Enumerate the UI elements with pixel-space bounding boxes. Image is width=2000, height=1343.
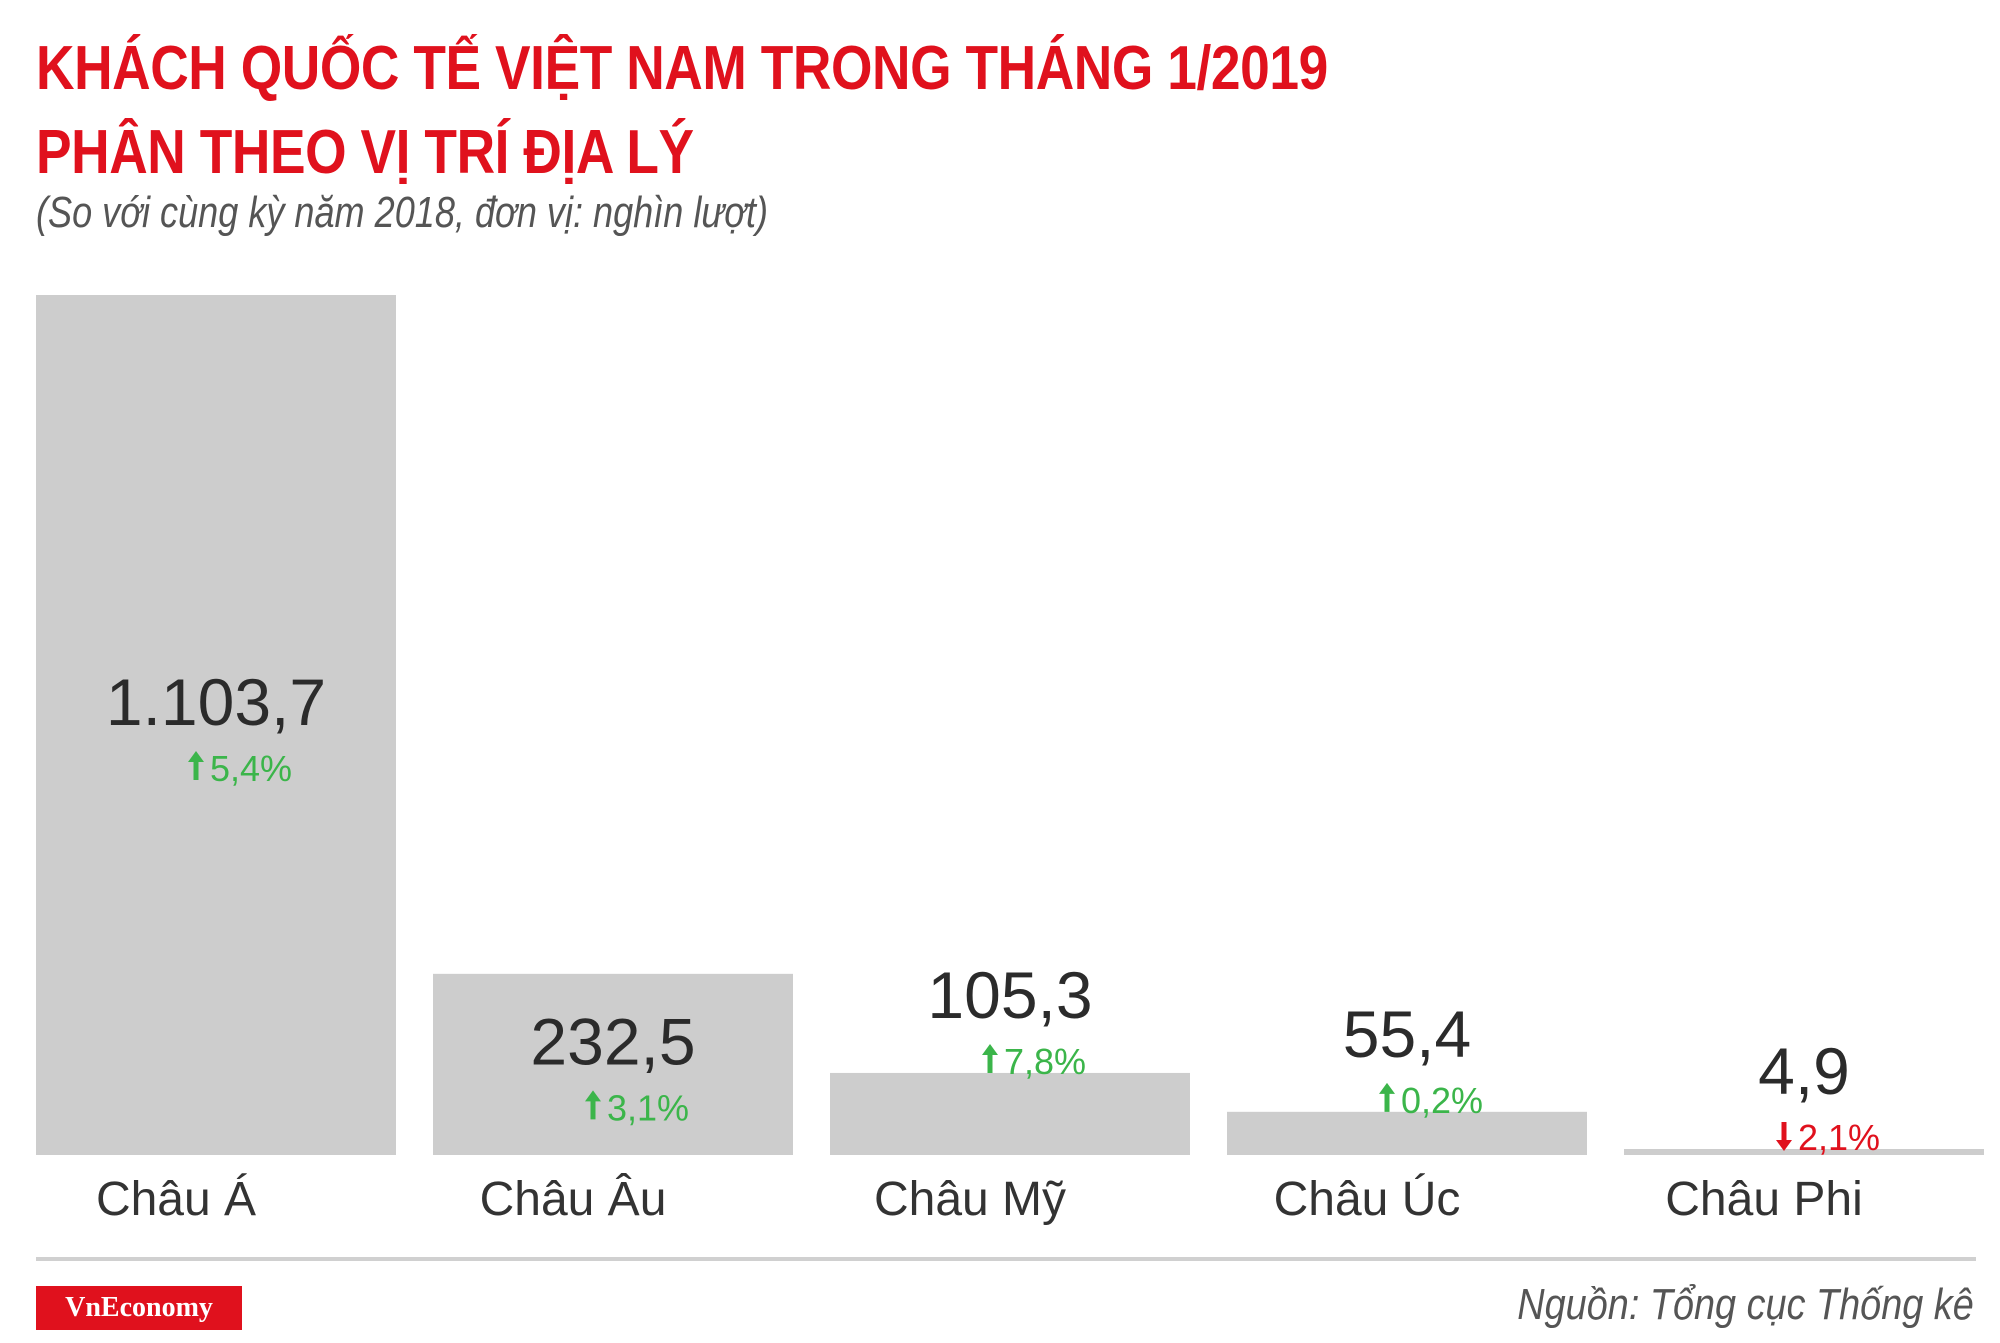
chart-title-line1: KHÁCH QUỐC TẾ VIỆT NAM TRONG THÁNG 1/201… (36, 34, 1328, 103)
chart-subtitle: (So với cùng kỳ năm 2018, đơn vị: nghìn … (36, 188, 769, 237)
bar-chau-a (36, 295, 396, 1155)
change-label: 3,1% (607, 1087, 689, 1128)
arrow-up-icon (585, 1090, 601, 1120)
value-label: 55,4 (1343, 997, 1471, 1071)
category-label: Châu Úc (1274, 1172, 1461, 1226)
bar-chau-uc (1227, 1111, 1587, 1155)
change-label: 2,1% (1798, 1117, 1880, 1158)
source-note: Nguồn: Tổng cục Thống kê (1517, 1280, 1974, 1329)
bar-chau-au (433, 973, 793, 1155)
arrow-up-icon (1379, 1082, 1395, 1112)
category-label: Châu Âu (480, 1173, 667, 1226)
value-label: 4,9 (1758, 1034, 1850, 1108)
category-label: Châu Á (96, 1173, 256, 1226)
footer-divider (36, 1257, 1976, 1261)
change-label: 0,2% (1401, 1080, 1483, 1121)
category-label: Châu Mỹ (874, 1173, 1066, 1226)
change-label: 5,4% (210, 748, 292, 789)
value-label: 105,3 (927, 958, 1092, 1032)
arrow-up-icon (982, 1043, 998, 1073)
vneconomy-logo: VnEconomy (36, 1286, 242, 1330)
bar-chau-my (830, 1072, 1190, 1155)
value-label: 232,5 (530, 1004, 695, 1078)
bar-chau-phi (1624, 1149, 1984, 1155)
value-label: 1.103,7 (106, 665, 326, 739)
arrow-up-icon (188, 751, 204, 780)
bar-chart: 1.103,7 5,4% Châu Á 232,5 3,1% Châu Âu 105,3 7,… (36, 295, 1984, 1226)
category-label: Châu Phi (1665, 1173, 1862, 1226)
arrow-down-icon (1776, 1122, 1792, 1151)
change-label: 7,8% (1004, 1041, 1086, 1082)
chart-title-line2: PHÂN THEO VỊ TRÍ ĐỊA LÝ (36, 118, 694, 187)
